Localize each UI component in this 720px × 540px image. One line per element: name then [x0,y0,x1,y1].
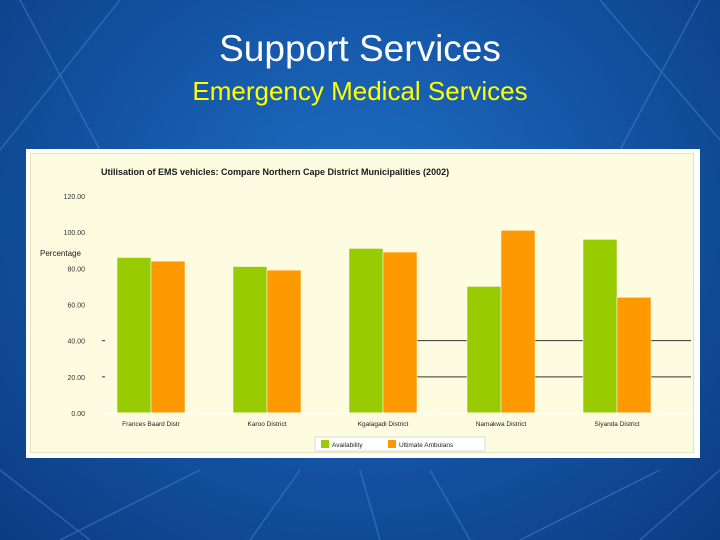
bar-chart: Utilisation of EMS vehicles: Compare Nor… [40,167,691,452]
legend-swatch [321,440,329,448]
bar-availability [232,266,268,414]
slide-title: Support Services [219,28,501,69]
y-tick-label: 0.00 [71,411,85,418]
x-category-label: Frances Baard Distr [122,421,181,428]
x-category-label: Karoo District [247,421,286,428]
chart-title: Utilisation of EMS vehicles: Compare Nor… [101,167,449,177]
y-tick-label: 120.00 [64,194,86,201]
y-tick-label: 20.00 [67,375,85,382]
legend-box [314,436,486,452]
y-tick-label: 60.00 [67,303,85,310]
x-category-label: Kgalagadi District [358,421,409,428]
chart-panel: Utilisation of EMS vehicles: Compare Nor… [30,153,694,453]
bar-availability [116,257,152,414]
legend-label: Availability [332,442,363,449]
bar-ultimate-ambulans [382,251,418,414]
slide-subtitle: Emergency Medical Services [192,76,528,106]
bar-ultimate-ambulans [500,230,536,414]
bar-availability [348,248,384,414]
y-tick-label: 100.00 [64,230,86,237]
bar-availability [466,286,502,414]
y-tick-label: 40.00 [67,339,85,346]
bar-ultimate-ambulans [266,269,302,414]
y-tick-label: 80.00 [67,266,85,273]
x-category-label: Namakwa District [476,421,527,428]
x-category-label: Siyanda District [594,421,639,428]
legend-label: Ultimate Ambulans [399,442,454,449]
chart-frame: Utilisation of EMS vehicles: Compare Nor… [26,149,700,458]
legend-swatch [388,440,396,448]
bar-ultimate-ambulans [616,297,652,414]
bar-availability [582,239,618,414]
bar-ultimate-ambulans [150,260,186,414]
y-axis-label: Percentage [40,249,81,258]
